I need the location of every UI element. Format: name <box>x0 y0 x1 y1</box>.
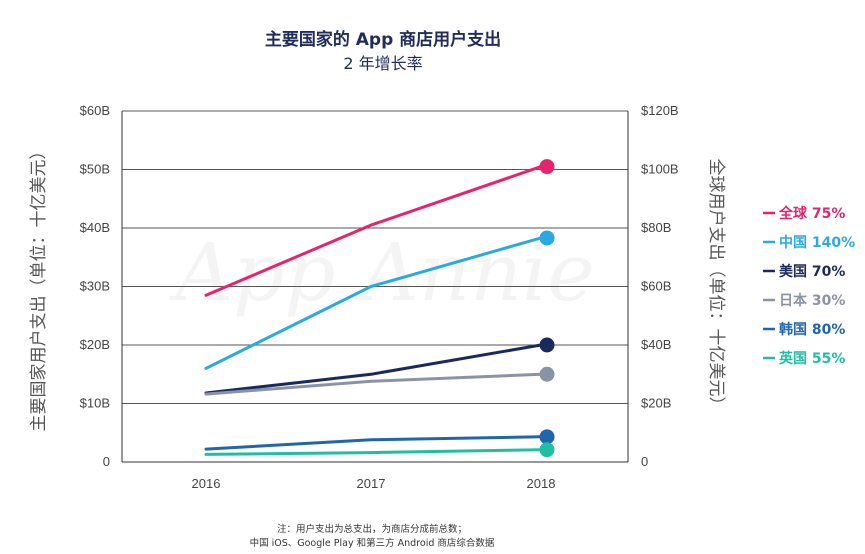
chart-title: 主要国家的 App 商店用户支出 <box>265 29 501 50</box>
y-tick-label-left: $10B <box>80 396 110 411</box>
y-tick-label-left: $20B <box>80 337 110 352</box>
y-axis-label-right: 全球用户支出（单位：十亿美元） <box>706 159 726 414</box>
x-tick-label: 2016 <box>192 476 221 491</box>
series-line <box>204 343 543 395</box>
legend-entry: 美国 70% <box>779 263 845 280</box>
series-lines <box>204 165 543 456</box>
note-line-2: 中国 iOS、Google Play 和第三方 Android 商店综合数据 <box>250 537 495 549</box>
legend-entry: 韩国 80% <box>779 321 845 338</box>
note-line-1: 注：用户支出为总支出，为商店分成前总数； <box>277 523 467 535</box>
y-tick-label-right: $120B <box>641 103 679 118</box>
y-tick-label-right: 0 <box>641 454 648 469</box>
y-tick-label-right: $100B <box>641 162 679 177</box>
y-tick-label-left: $30B <box>80 279 110 294</box>
legend-entry: 中国 140% <box>779 234 855 251</box>
series-end-marker <box>539 366 555 382</box>
x-tick-label: 2018 <box>527 476 556 491</box>
chart-subtitle: 2 年增长率 <box>343 54 422 73</box>
series-line <box>204 448 543 456</box>
legend-entry: 全球 75% <box>778 205 845 222</box>
legend: 全球 75% 中国 140% 美国 70% 日本 30% 韩国 80% 英国 55% <box>763 205 855 367</box>
series-end-marker <box>539 230 555 246</box>
series-line <box>204 165 543 297</box>
y-tick-label-left: $60B <box>80 103 110 118</box>
series-line <box>204 435 543 451</box>
y-tick-label-right: $40B <box>641 337 671 352</box>
y-axis-label-left: 主要国家用户支出（单位：十亿美元） <box>29 143 49 432</box>
series-end-marker <box>539 429 555 445</box>
series-points <box>539 159 555 458</box>
y-tick-label-left: 0 <box>103 454 110 469</box>
legend-entry: 日本 30% <box>779 292 845 309</box>
axes: 0 $10B $20B $30B $40B $50B $60B 0 $20B $40B $60B $8… <box>80 103 679 491</box>
y-tick-label-left: $50B <box>80 162 110 177</box>
series-line <box>204 372 543 396</box>
x-tick-label: 2017 <box>357 476 386 491</box>
y-tick-label-left: $40B <box>80 220 110 235</box>
y-tick-label-right: $60B <box>641 279 671 294</box>
series-line <box>204 236 543 370</box>
series-end-marker <box>539 159 555 175</box>
y-tick-label-right: $20B <box>641 396 671 411</box>
legend-entry: 英国 55% <box>778 350 845 367</box>
series-end-marker <box>539 337 555 353</box>
series-end-marker <box>539 442 555 458</box>
y-tick-label-right: $80B <box>641 220 671 235</box>
